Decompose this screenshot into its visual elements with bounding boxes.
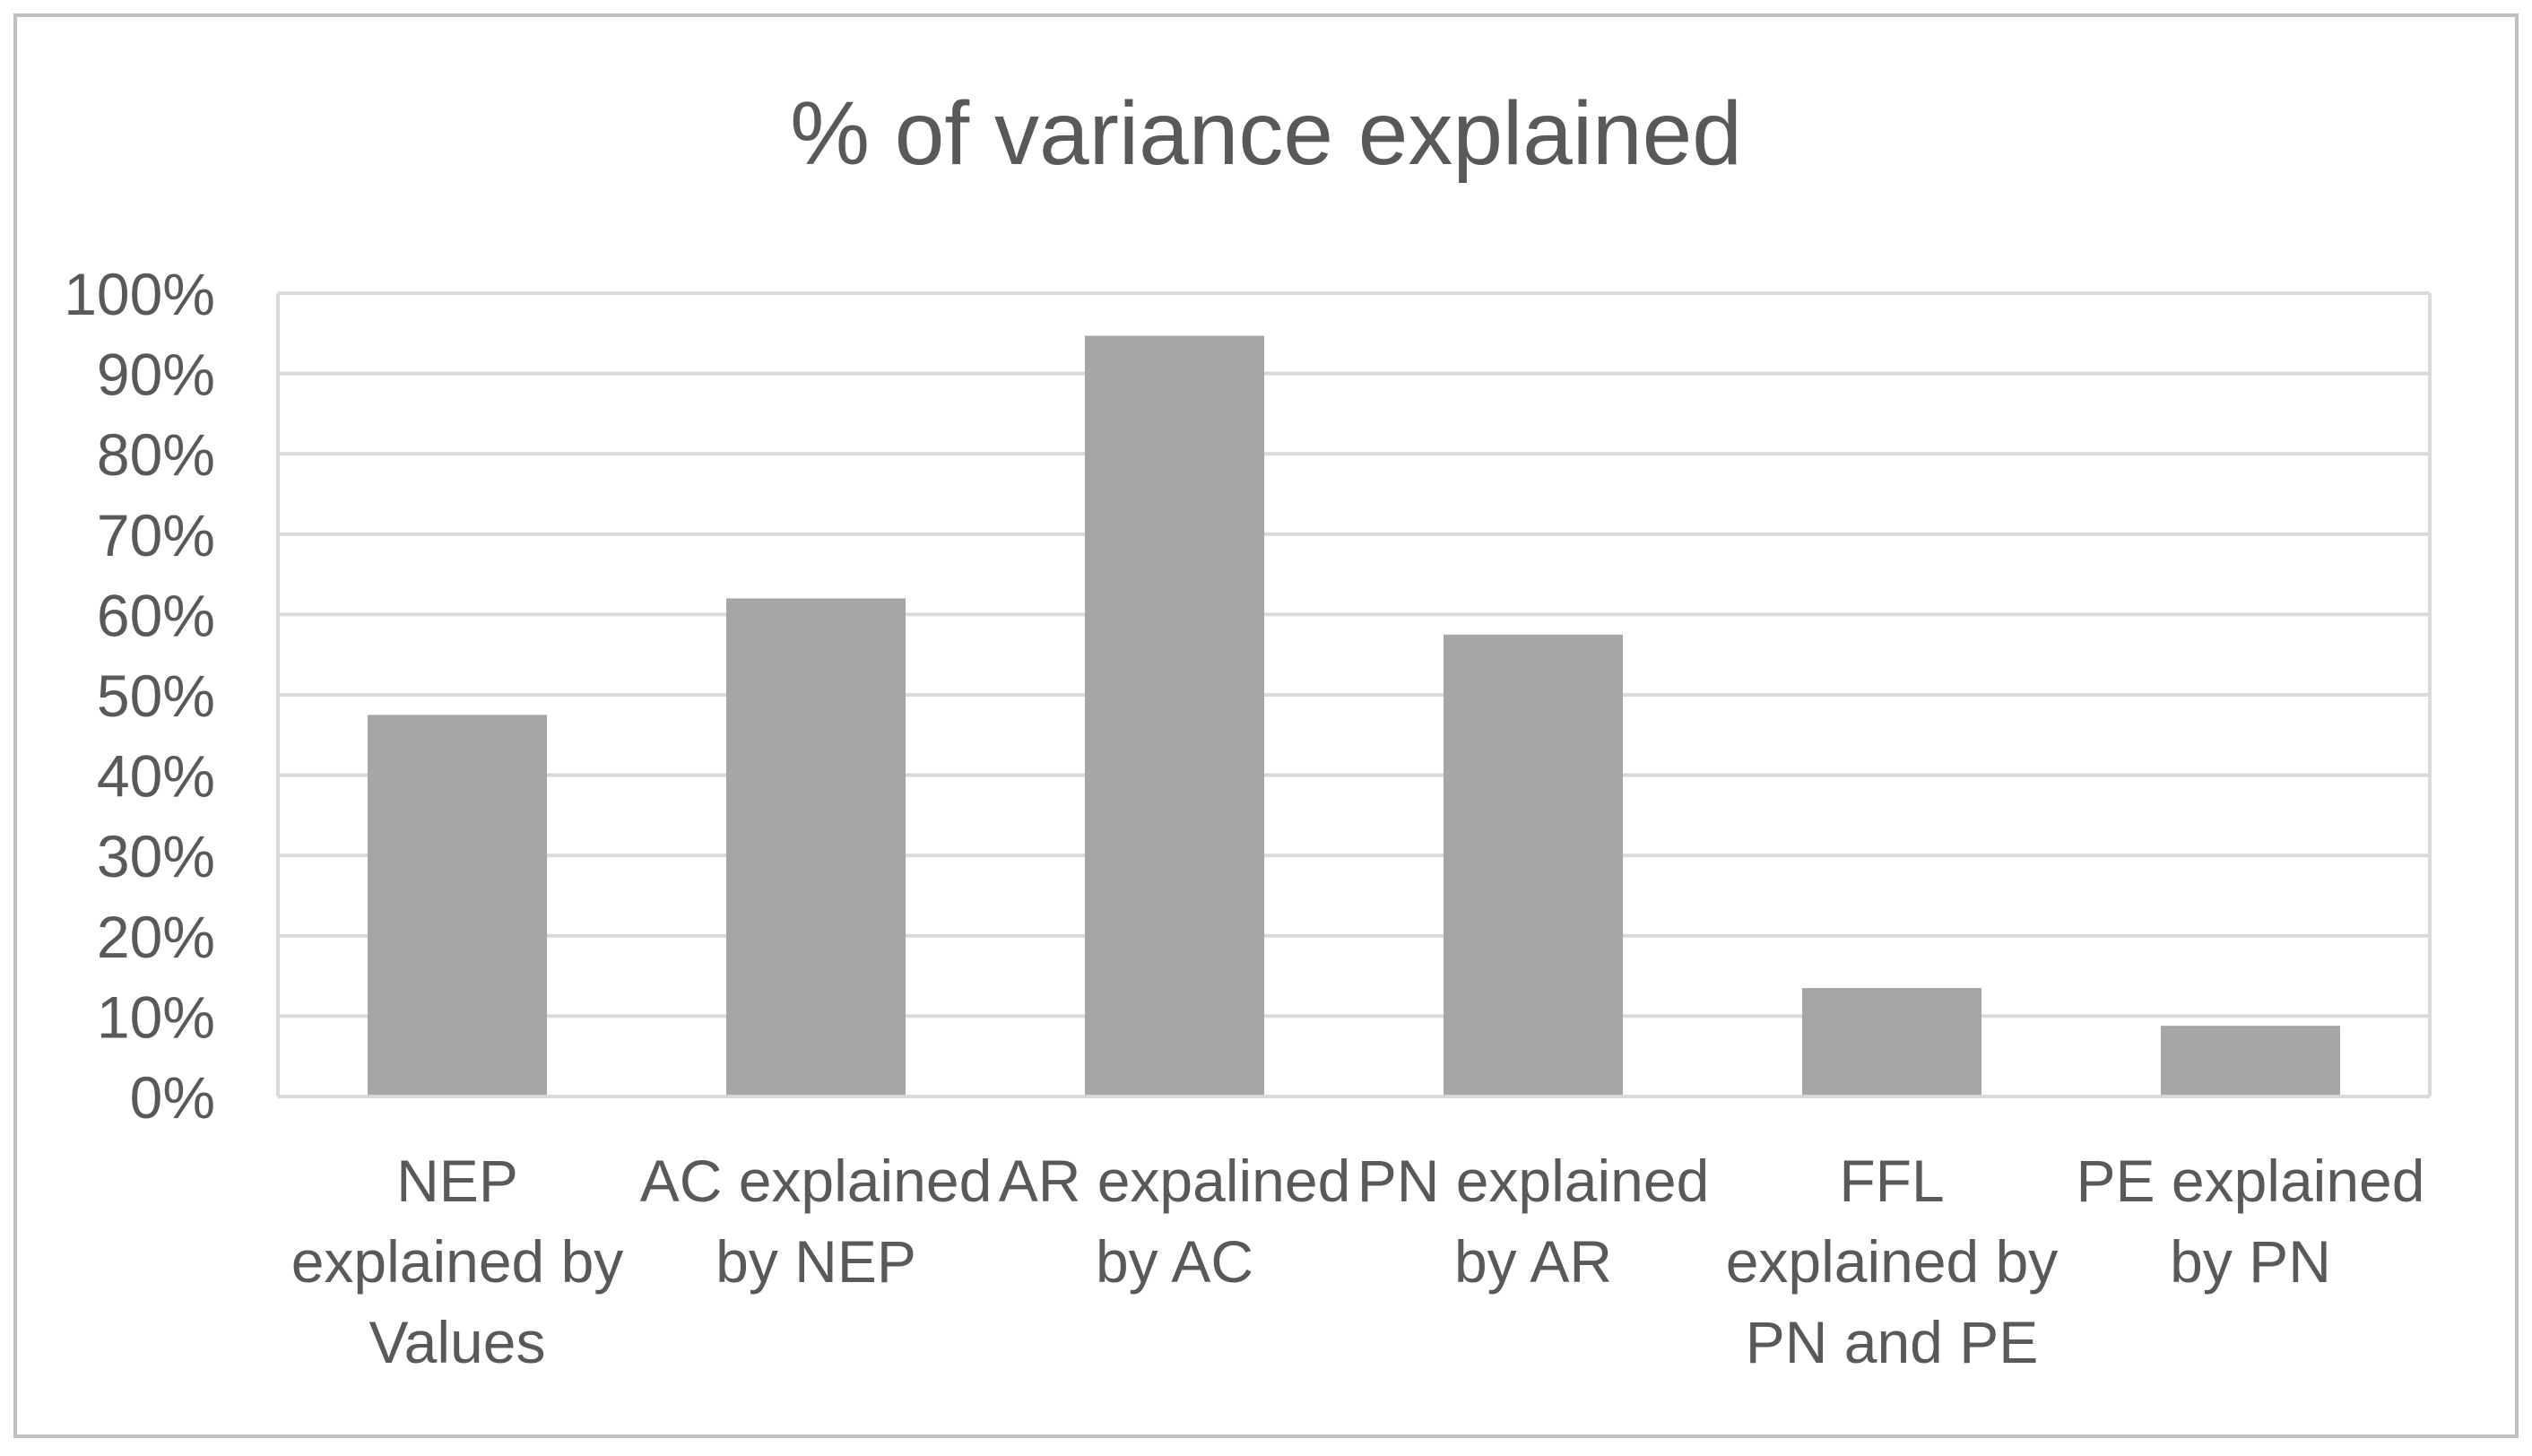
y-axis-ticks: 0% 10% 20% 30% 40% 50% 60% 70% 80% 90% 100% — [64, 261, 215, 1131]
x-tick-label: NEP explained by Values — [291, 1148, 624, 1375]
y-tick-label: 70% — [97, 502, 215, 568]
bar-1 — [726, 598, 906, 1096]
x-tick-label: PE explained by PN — [2077, 1148, 2425, 1295]
y-tick-label: 20% — [97, 904, 215, 970]
chart-title: % of variance explained — [790, 83, 1742, 184]
x-tick-label-line: by NEP — [715, 1228, 916, 1295]
bar-2 — [1085, 335, 1264, 1096]
y-tick-label: 80% — [97, 421, 215, 488]
y-tick-label: 10% — [97, 984, 215, 1050]
x-tick-label-line: by PN — [2170, 1228, 2331, 1295]
x-tick-label-line: PE explained — [2077, 1148, 2425, 1214]
bars — [368, 335, 2340, 1096]
y-tick-label: 100% — [64, 261, 215, 327]
y-tick-label: 40% — [97, 743, 215, 810]
gridlines — [276, 291, 2432, 1096]
x-tick-label-line: by AR — [1454, 1228, 1612, 1295]
x-tick-label: AR expalined by AC — [999, 1148, 1351, 1295]
x-tick-label-line: FFL — [1839, 1148, 1944, 1214]
x-tick-label-line: by AC — [1096, 1228, 1253, 1295]
x-tick-label-line: PN explained — [1357, 1148, 1710, 1214]
y-tick-label: 0% — [130, 1064, 215, 1131]
bar-4 — [1802, 988, 1981, 1096]
x-tick-label-line: Values — [369, 1309, 546, 1375]
x-tick-label: AC explained by NEP — [640, 1148, 993, 1295]
x-tick-label-line: explained by — [291, 1228, 624, 1295]
bar-5 — [2161, 1026, 2340, 1096]
x-tick-label: FFL explained by PN and PE — [1726, 1148, 2059, 1375]
x-tick-label-line: NEP — [396, 1148, 518, 1214]
x-tick-label-line: AR expalined — [999, 1148, 1351, 1214]
y-tick-label: 90% — [97, 342, 215, 408]
bar-3 — [1444, 634, 1623, 1096]
y-tick-label: 30% — [97, 823, 215, 889]
x-tick-label-line: PN and PE — [1746, 1309, 2039, 1375]
bar-0 — [368, 715, 547, 1096]
x-tick-label: PN explained by AR — [1357, 1148, 1710, 1295]
x-tick-label-line: AC explained — [640, 1148, 993, 1214]
y-tick-label: 50% — [97, 663, 215, 729]
y-tick-label: 60% — [97, 582, 215, 648]
x-tick-label-line: explained by — [1726, 1228, 2059, 1295]
